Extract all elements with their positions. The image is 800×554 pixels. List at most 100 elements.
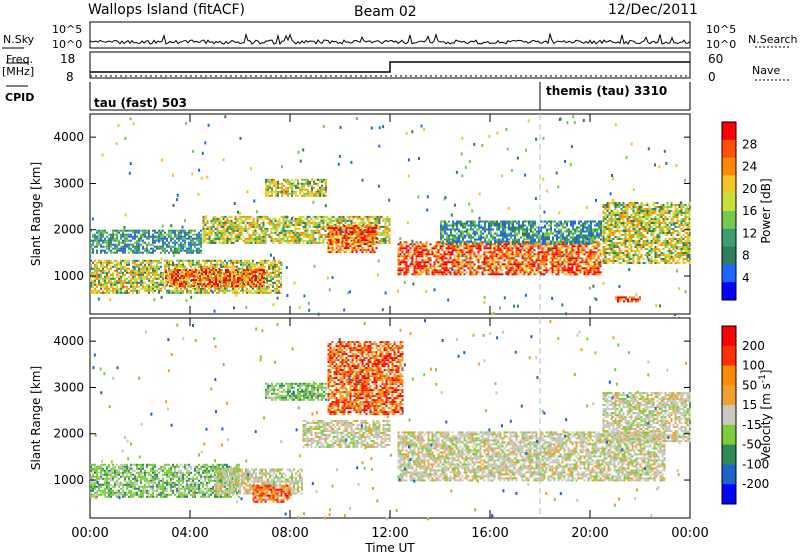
echo-cell bbox=[519, 269, 522, 272]
echo-cell bbox=[587, 253, 590, 256]
echo-cell bbox=[184, 239, 186, 242]
echo-cell bbox=[106, 283, 108, 286]
echo-cell bbox=[130, 271, 132, 274]
echo-cell bbox=[209, 271, 211, 274]
echo-cell bbox=[112, 275, 114, 278]
echo-cell bbox=[399, 263, 402, 266]
echo-cell bbox=[278, 259, 280, 262]
echo-cell bbox=[270, 275, 272, 278]
echo-cell bbox=[148, 285, 150, 288]
echo-cell bbox=[517, 263, 520, 266]
echo-cell bbox=[344, 221, 347, 224]
echo-cell bbox=[308, 235, 311, 238]
echo-cell bbox=[543, 261, 546, 264]
echo-cell bbox=[128, 243, 130, 246]
echo-cell bbox=[130, 229, 132, 232]
echo-cell bbox=[557, 273, 560, 276]
echo-cell bbox=[270, 237, 273, 240]
echo-cell bbox=[253, 281, 255, 284]
echo-cell bbox=[272, 231, 275, 234]
echo-cell bbox=[353, 245, 356, 248]
echo-cell bbox=[219, 269, 221, 272]
echo-cell bbox=[217, 277, 219, 280]
echo-cell bbox=[210, 233, 213, 236]
echo-cell bbox=[189, 275, 191, 278]
echo-cell bbox=[216, 235, 219, 238]
echo-cell bbox=[499, 247, 502, 250]
echo-cell bbox=[338, 225, 341, 228]
echo-cell bbox=[108, 249, 110, 252]
echo-cell bbox=[320, 233, 323, 236]
echo-cell bbox=[465, 255, 468, 258]
echo-cell bbox=[529, 249, 532, 252]
echo-cell bbox=[136, 271, 138, 274]
echo-cell bbox=[190, 245, 192, 248]
echo-cell bbox=[187, 271, 189, 274]
echo-cell bbox=[261, 273, 263, 276]
echo-cell bbox=[112, 247, 114, 250]
nsearch-label: N.Search bbox=[748, 33, 798, 46]
echo-cell bbox=[234, 219, 237, 222]
echo-cell bbox=[213, 271, 215, 274]
echo-cell bbox=[529, 245, 532, 248]
echo-cell bbox=[469, 255, 472, 258]
echo-cell bbox=[186, 231, 188, 234]
echo-cell bbox=[485, 259, 488, 262]
echo-cell bbox=[222, 233, 225, 236]
echo-cell bbox=[202, 225, 205, 228]
echo-cell bbox=[102, 285, 104, 288]
echo-cell bbox=[246, 231, 249, 234]
echo-cell bbox=[216, 233, 219, 236]
echo-cell bbox=[310, 231, 313, 234]
echo-cell bbox=[274, 223, 277, 226]
echo-cell bbox=[497, 271, 500, 274]
echo-cell bbox=[459, 255, 462, 258]
echo-cell bbox=[148, 233, 150, 236]
echo-cell bbox=[355, 237, 358, 240]
echo-cell bbox=[247, 273, 249, 276]
echo-cell bbox=[216, 261, 218, 264]
echo-cell bbox=[98, 277, 100, 280]
echo-cell bbox=[242, 267, 244, 270]
echo-cell bbox=[329, 235, 332, 238]
echo-cell bbox=[476, 232, 478, 235]
echo-cell bbox=[459, 267, 462, 270]
echo-cell bbox=[216, 227, 219, 230]
echo-cell bbox=[114, 259, 116, 262]
echo-cell bbox=[122, 271, 124, 274]
echo-cell bbox=[194, 233, 196, 236]
echo-cell bbox=[551, 257, 554, 260]
echo-cell bbox=[175, 283, 177, 286]
echo-cell bbox=[500, 222, 502, 225]
echo-cell bbox=[244, 241, 247, 244]
echo-cell bbox=[367, 229, 370, 232]
echo-cell bbox=[340, 235, 343, 238]
echo-cell bbox=[256, 287, 258, 290]
echo-cell bbox=[337, 249, 340, 252]
echo-cell bbox=[284, 229, 287, 232]
echo-cell bbox=[122, 275, 124, 278]
echo-cell bbox=[116, 263, 118, 266]
echo-cell bbox=[281, 184, 283, 187]
echo-cell bbox=[493, 267, 496, 270]
echo-cell bbox=[184, 229, 186, 232]
echo-cell bbox=[202, 289, 204, 292]
echo-cell bbox=[205, 275, 207, 278]
echo-cell bbox=[136, 245, 138, 248]
echo-cell bbox=[541, 249, 544, 252]
echo-cell bbox=[102, 277, 104, 280]
echo-cell bbox=[230, 229, 233, 232]
echo-cell bbox=[435, 271, 438, 274]
echo-cell bbox=[274, 261, 276, 264]
echo-cell bbox=[288, 239, 291, 242]
echo-cell bbox=[244, 259, 246, 262]
echo-cell bbox=[326, 223, 329, 226]
echo-cell bbox=[514, 230, 516, 233]
echo-cell bbox=[463, 247, 466, 250]
echo-cell bbox=[299, 186, 301, 189]
echo-cell bbox=[126, 237, 128, 240]
echo-cell bbox=[565, 253, 568, 256]
echo-cell bbox=[442, 228, 444, 231]
echo-cell bbox=[547, 269, 550, 272]
echo-cell bbox=[585, 241, 588, 244]
